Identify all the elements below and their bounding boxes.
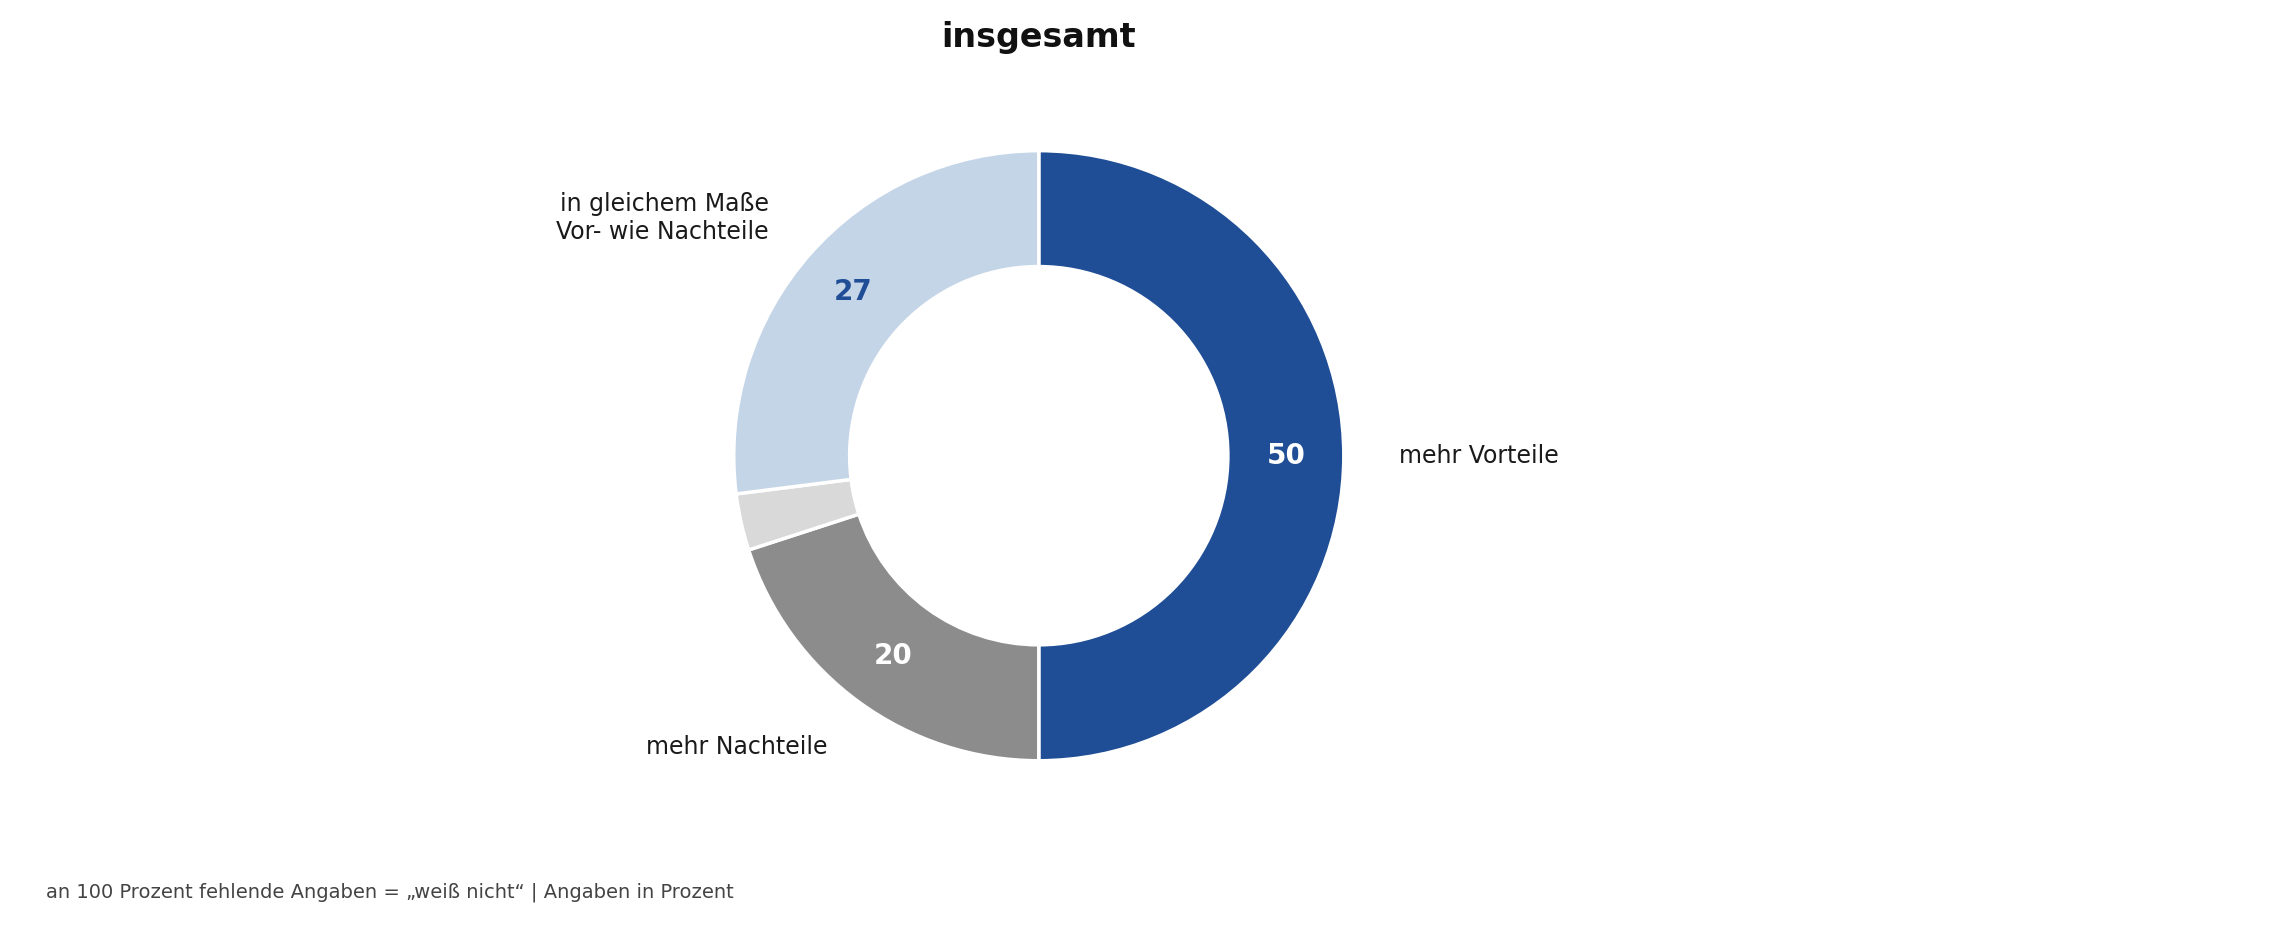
Text: 50: 50 <box>1267 442 1306 470</box>
Title: insgesamt: insgesamt <box>941 20 1137 54</box>
Text: mehr Vorteile: mehr Vorteile <box>1399 444 1559 468</box>
Text: an 100 Prozent fehlende Angaben = „weiß nicht“ | Angaben in Prozent: an 100 Prozent fehlende Angaben = „weiß … <box>46 883 733 902</box>
Text: mehr Nachteile: mehr Nachteile <box>646 735 826 759</box>
Wedge shape <box>735 479 858 550</box>
Wedge shape <box>749 514 1039 761</box>
Wedge shape <box>1039 151 1345 761</box>
Text: in gleichem Maße
Vor- wie Nachteile: in gleichem Maße Vor- wie Nachteile <box>557 192 769 244</box>
Wedge shape <box>733 151 1039 494</box>
Text: 20: 20 <box>874 642 913 670</box>
Text: 27: 27 <box>833 278 872 306</box>
